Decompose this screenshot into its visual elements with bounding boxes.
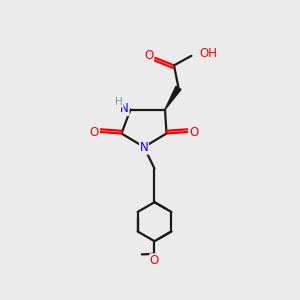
Text: O: O — [189, 125, 198, 139]
Text: OH: OH — [199, 47, 217, 60]
Text: H: H — [115, 97, 123, 107]
Polygon shape — [165, 86, 181, 110]
Text: N: N — [140, 141, 148, 154]
Text: N: N — [120, 102, 129, 116]
Text: O: O — [150, 254, 159, 267]
Text: O: O — [90, 125, 99, 139]
Text: O: O — [144, 49, 153, 62]
